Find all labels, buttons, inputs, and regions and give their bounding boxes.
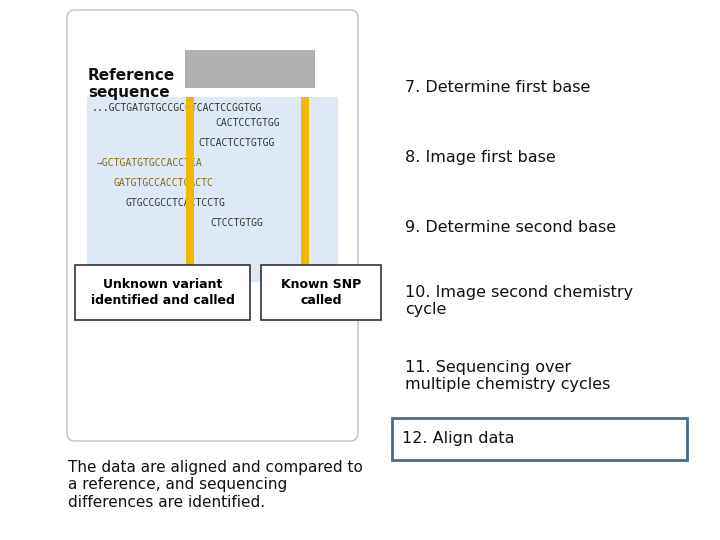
FancyArrow shape (181, 97, 199, 282)
Bar (392, 418, 687, 460)
Text: GATGTGCCACCTCACTC: GATGTGCCACCTCACTC (113, 178, 213, 188)
Bar (261, 265, 381, 320)
Text: CTCACTCCTGTGG: CTCACTCCTGTGG (198, 138, 274, 148)
Bar (75, 265, 250, 320)
Text: Reference
sequence: Reference sequence (88, 68, 175, 100)
Text: 9. Determine second base: 9. Determine second base (405, 220, 616, 235)
Text: ...GCTGATGTGCCGCCTCACTCCGGTGG: ...GCTGATGTGCCGCCTCACTCCGGTGG (92, 103, 262, 113)
FancyArrow shape (296, 97, 314, 282)
Text: 10. Image second chemistry
cycle: 10. Image second chemistry cycle (405, 285, 633, 318)
Text: 8. Image first base: 8. Image first base (405, 150, 556, 165)
Text: GTGCCGCCTCACTCCTG: GTGCCGCCTCACTCCTG (126, 198, 226, 208)
Text: 12. Align data: 12. Align data (402, 431, 515, 447)
Text: 11. Sequencing over
multiple chemistry cycles: 11. Sequencing over multiple chemistry c… (405, 360, 611, 393)
Text: CTCCTGTGG: CTCCTGTGG (210, 218, 263, 228)
Text: Known SNP
called: Known SNP called (281, 279, 361, 307)
FancyBboxPatch shape (67, 10, 358, 441)
Text: Unknown variant
identified and called: Unknown variant identified and called (91, 279, 235, 307)
Text: →GCTGATGTGCCACCTCA: →GCTGATGTGCCACCTCA (97, 158, 203, 168)
Bar (185, 50, 315, 88)
Text: The data are aligned and compared to
a reference, and sequencing
differences are: The data are aligned and compared to a r… (68, 460, 363, 510)
Text: CACTCCTGTGG: CACTCCTGTGG (215, 118, 279, 128)
Text: 7. Determine first base: 7. Determine first base (405, 80, 590, 95)
Bar (87, 97, 338, 282)
